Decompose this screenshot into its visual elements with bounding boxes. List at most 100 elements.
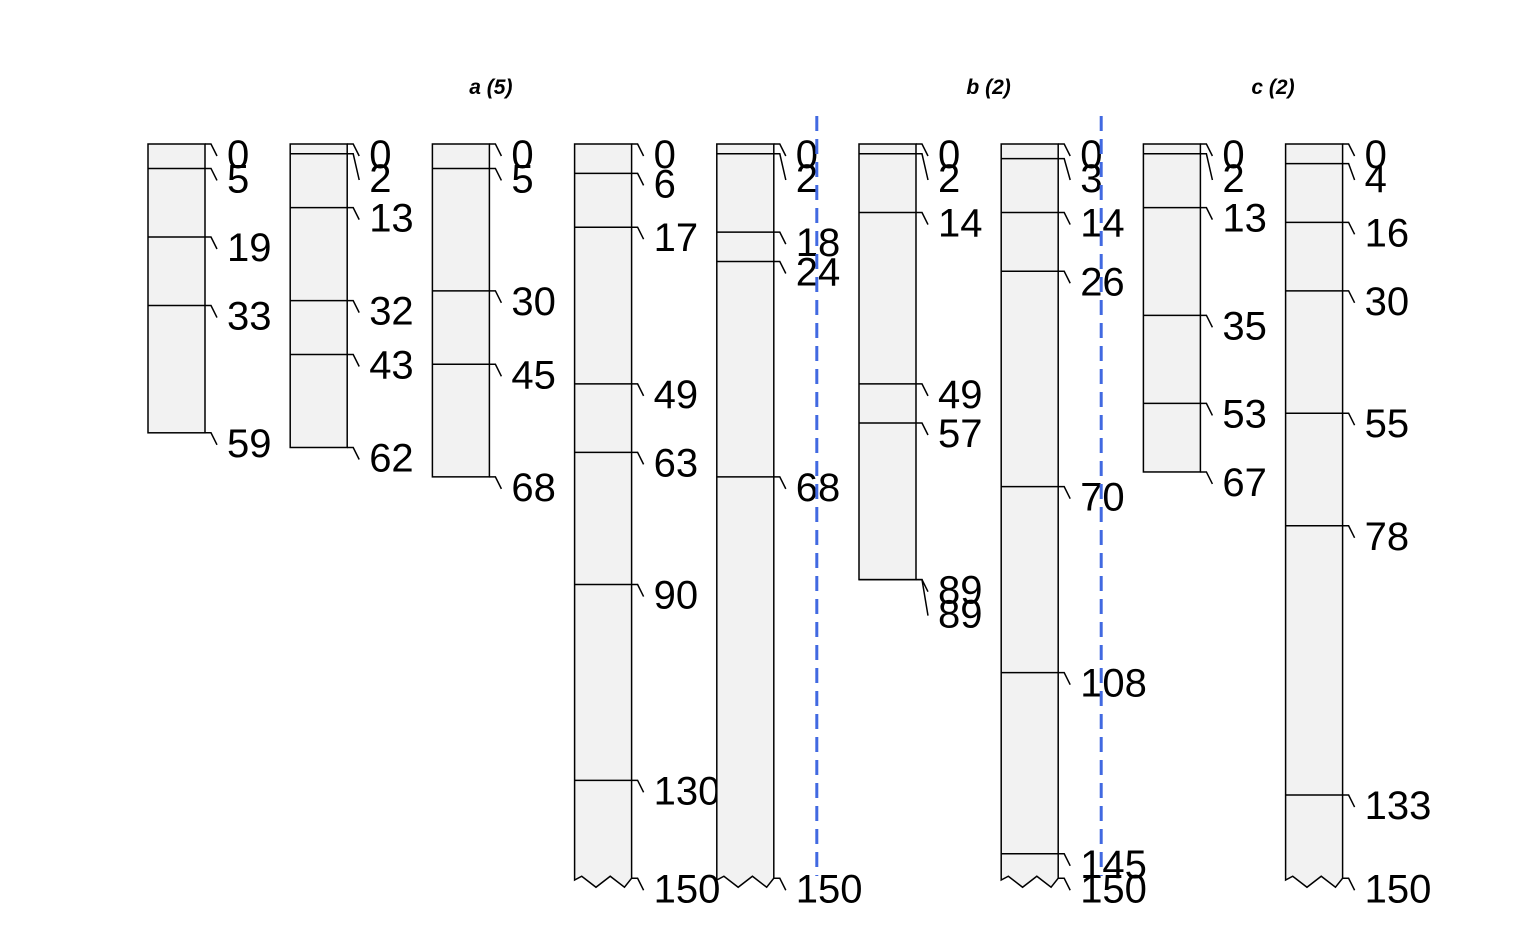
depth-label: 130: [654, 769, 721, 813]
depth-leader: [205, 167, 218, 181]
depth-leader: [1200, 153, 1214, 181]
depth-leader: [1058, 143, 1071, 157]
depth-label: 49: [654, 373, 699, 417]
depth-leader: [347, 143, 360, 157]
profile-1: 05 19 33 59: [147, 133, 272, 466]
depth-leader: [773, 153, 787, 181]
depth-leader: [773, 231, 787, 245]
depth-label: 150: [1080, 867, 1147, 911]
depth-leader: [1058, 270, 1071, 284]
depth-label: 150: [1365, 867, 1432, 911]
depth-label: 16: [1365, 211, 1410, 255]
depth-label: 6: [654, 162, 676, 206]
depth-label: 57: [938, 412, 983, 456]
depth-leader: [631, 226, 645, 240]
depth-leader: [205, 143, 218, 157]
depth-label: 43: [369, 343, 414, 387]
depth-label: 150: [796, 867, 863, 911]
depth-leader: [1342, 877, 1356, 891]
depth-leader: [347, 446, 360, 460]
depth-leader: [1342, 290, 1356, 304]
depth-leader: [1342, 162, 1356, 181]
profile-3: 05 30 45 68: [431, 133, 556, 510]
depth-leader: [916, 211, 929, 225]
profile-body: [573, 143, 633, 889]
depth-leader: [205, 236, 218, 250]
depth-leader: [1200, 402, 1214, 416]
depth-leader: [631, 877, 645, 891]
profile-9: 04 16 30 55 78 133 150: [1284, 133, 1432, 911]
depth-leader: [489, 143, 503, 157]
depth-label: 55: [1365, 402, 1410, 446]
depth-leader: [1058, 877, 1071, 891]
depth-leader: [1342, 794, 1356, 808]
depth-leader: [1342, 412, 1356, 426]
depth-label: 30: [1365, 280, 1410, 324]
profile-body: [289, 143, 348, 449]
group-label-1: a (5): [469, 76, 512, 99]
depth-leader: [347, 153, 360, 181]
depth-label: 0: [369, 133, 391, 177]
depth-label: 0: [227, 133, 249, 177]
profile-body: [858, 143, 917, 581]
depth-label: 30: [511, 280, 556, 324]
profile-body: [1284, 143, 1344, 889]
depth-label: 89: [938, 593, 983, 637]
profile-body: [716, 143, 775, 889]
depth-leader: [916, 578, 929, 616]
depth-label: 0: [1222, 133, 1244, 177]
depth-leader: [205, 304, 218, 318]
depth-label: 19: [227, 226, 272, 270]
profile-body: [147, 143, 206, 434]
depth-leader: [631, 143, 645, 157]
depth-label: 4: [1365, 157, 1387, 201]
depth-leader: [1342, 143, 1356, 157]
depth-leader: [347, 299, 360, 313]
group-label-2: b (2): [966, 76, 1010, 99]
depth-label: 45: [511, 353, 556, 397]
depth-leader: [916, 383, 929, 397]
depth-leader: [489, 167, 503, 181]
depth-leader: [1058, 485, 1071, 499]
profiles-layer: 0519335902133243620530456806174963901301…: [147, 133, 1432, 911]
depth-label: 90: [654, 574, 699, 618]
depth-leader: [773, 476, 787, 490]
depth-leader: [1342, 221, 1356, 235]
depth-label: 63: [654, 441, 699, 485]
depth-label: 14: [938, 202, 983, 246]
depth-label: 0: [654, 133, 676, 177]
depth-leader: [916, 153, 929, 181]
depth-label: 17: [654, 216, 699, 260]
depth-leader: [1200, 471, 1214, 485]
depth-leader: [205, 432, 218, 446]
depth-label: 67: [1222, 461, 1267, 505]
depth-label: 108: [1080, 662, 1147, 706]
depth-label: 62: [369, 436, 414, 480]
depth-label: 150: [654, 867, 721, 911]
depth-leader: [773, 260, 787, 274]
depth-label: 35: [1222, 304, 1267, 348]
depth-label: 2: [1222, 157, 1244, 201]
depth-label: 133: [1365, 784, 1432, 828]
profile-body: [431, 143, 491, 478]
depth-leader: [631, 583, 645, 597]
depth-label: 68: [511, 466, 556, 510]
depth-leader: [631, 451, 645, 465]
depth-label: 0: [1080, 133, 1102, 177]
depth-label: 89: [938, 569, 983, 613]
depth-label: 2: [938, 157, 960, 201]
depth-leader: [347, 353, 360, 367]
depth-label: 2: [369, 157, 391, 201]
depth-leader: [1058, 671, 1071, 685]
profile-7: 03142670108145150: [1000, 133, 1147, 911]
depth-label: 2: [796, 157, 818, 201]
depth-leader: [631, 779, 645, 793]
depth-label: 13: [1222, 197, 1267, 241]
depth-leader: [1058, 853, 1071, 867]
depth-leader: [1058, 157, 1071, 181]
depth-label: 13: [369, 197, 414, 241]
depth-label: 78: [1365, 515, 1410, 559]
depth-leader: [489, 290, 503, 304]
